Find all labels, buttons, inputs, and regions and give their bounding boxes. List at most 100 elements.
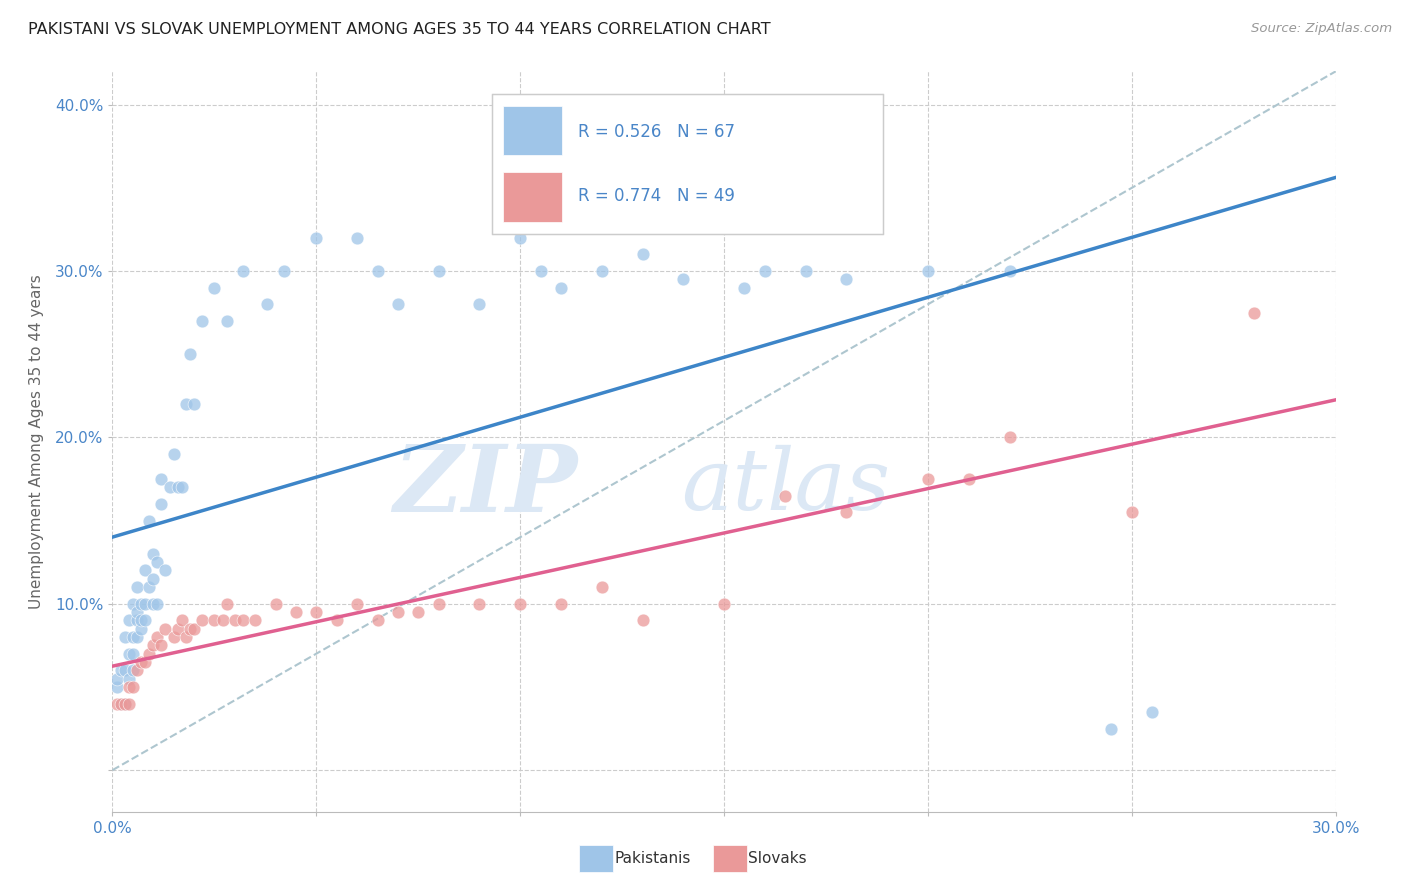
Point <box>998 264 1021 278</box>
Point <box>468 597 491 611</box>
Point <box>215 314 238 328</box>
Point <box>183 397 205 411</box>
Point <box>183 622 205 636</box>
Point <box>273 264 295 278</box>
Point <box>146 555 169 569</box>
Point <box>138 647 160 661</box>
Point <box>142 547 165 561</box>
Point <box>114 697 136 711</box>
Point <box>125 605 148 619</box>
Point <box>122 647 145 661</box>
Point <box>125 630 148 644</box>
Point <box>204 614 226 628</box>
Point <box>215 597 238 611</box>
Point <box>591 580 613 594</box>
Point <box>835 272 858 286</box>
Point <box>1099 722 1122 736</box>
Point <box>110 663 132 677</box>
Point <box>1243 305 1265 319</box>
Point <box>114 630 136 644</box>
Point <box>166 480 188 494</box>
Point <box>122 630 145 644</box>
Point <box>1142 705 1164 719</box>
Point <box>122 680 145 694</box>
Point <box>366 264 388 278</box>
Point <box>835 505 858 519</box>
Point <box>150 472 173 486</box>
Point <box>118 647 141 661</box>
Point <box>138 580 160 594</box>
Point <box>672 272 695 286</box>
Point <box>509 597 531 611</box>
Point <box>170 614 193 628</box>
Point <box>142 572 165 586</box>
Point <box>125 663 148 677</box>
Point <box>346 597 368 611</box>
Point <box>110 697 132 711</box>
Point <box>366 614 388 628</box>
Point <box>305 605 328 619</box>
Point <box>174 630 197 644</box>
Point <box>387 297 409 311</box>
Point <box>105 680 128 694</box>
Point <box>125 614 148 628</box>
Point <box>146 630 169 644</box>
Text: ZIP: ZIP <box>394 441 578 531</box>
Point <box>326 614 349 628</box>
Point <box>110 697 132 711</box>
Point <box>155 622 177 636</box>
Point <box>122 597 145 611</box>
Point <box>264 597 287 611</box>
Point <box>917 264 939 278</box>
Point <box>245 614 267 628</box>
Point <box>387 605 409 619</box>
Point <box>122 663 145 677</box>
Point <box>142 638 165 652</box>
Point <box>191 314 214 328</box>
Point <box>118 680 141 694</box>
Point <box>166 622 188 636</box>
Point <box>509 231 531 245</box>
Point <box>179 622 201 636</box>
Point <box>170 480 193 494</box>
Point <box>159 480 181 494</box>
Point <box>114 697 136 711</box>
Point <box>163 447 186 461</box>
Point <box>146 597 169 611</box>
Point <box>408 605 430 619</box>
Text: atlas: atlas <box>681 444 890 527</box>
Point <box>142 597 165 611</box>
Point <box>163 630 186 644</box>
Point <box>150 638 173 652</box>
Point <box>232 264 254 278</box>
Text: Pakistanis: Pakistanis <box>614 851 690 865</box>
Point <box>224 614 246 628</box>
Text: PAKISTANI VS SLOVAK UNEMPLOYMENT AMONG AGES 35 TO 44 YEARS CORRELATION CHART: PAKISTANI VS SLOVAK UNEMPLOYMENT AMONG A… <box>28 22 770 37</box>
Point <box>550 280 572 294</box>
Point <box>998 430 1021 444</box>
Point <box>775 489 797 503</box>
Point <box>129 597 152 611</box>
Point <box>191 614 214 628</box>
Text: Slovaks: Slovaks <box>748 851 807 865</box>
Point <box>129 655 152 669</box>
Point <box>917 472 939 486</box>
Point <box>1121 505 1143 519</box>
Point <box>734 280 756 294</box>
Point <box>138 514 160 528</box>
Point <box>529 264 551 278</box>
Point <box>150 497 173 511</box>
Point <box>118 614 141 628</box>
Point <box>134 614 156 628</box>
Y-axis label: Unemployment Among Ages 35 to 44 years: Unemployment Among Ages 35 to 44 years <box>30 274 44 609</box>
Point <box>174 397 197 411</box>
Point <box>105 697 128 711</box>
Point <box>631 247 654 261</box>
Point <box>155 564 177 578</box>
Point <box>129 622 152 636</box>
Point <box>204 280 226 294</box>
Point <box>427 597 450 611</box>
Point <box>305 231 328 245</box>
Point <box>468 297 491 311</box>
Point <box>114 663 136 677</box>
